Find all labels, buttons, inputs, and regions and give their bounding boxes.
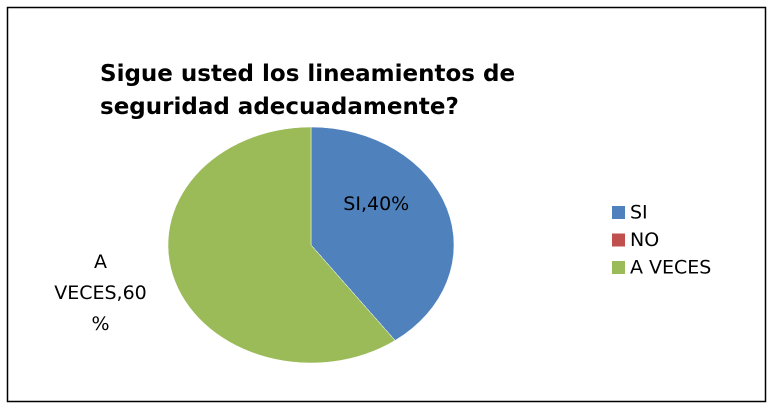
- pie-slice: [167, 126, 396, 364]
- legend-label: A VECES: [630, 257, 711, 279]
- legend-swatch: [612, 261, 625, 274]
- legend-swatch: [612, 206, 625, 219]
- data-label: A VECES,60%: [54, 251, 147, 335]
- legend-label: NO: [630, 229, 659, 251]
- data-label: SI,40%: [343, 193, 410, 216]
- legend-label: SI: [630, 202, 648, 224]
- pie-slice: [310, 126, 455, 341]
- legend-swatch: [612, 233, 625, 247]
- chart-title: Sigue usted los lineamientos de segurida…: [100, 61, 516, 120]
